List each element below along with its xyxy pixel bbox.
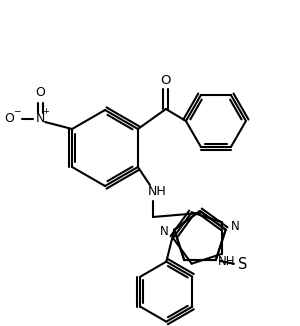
Text: O: O	[35, 86, 45, 99]
Text: +: +	[43, 108, 50, 116]
Text: S: S	[238, 257, 248, 272]
Text: O: O	[4, 112, 14, 126]
Text: −: −	[13, 107, 21, 115]
Text: N: N	[231, 220, 240, 233]
Text: NH: NH	[218, 255, 236, 268]
Text: NH: NH	[148, 185, 166, 198]
Text: O: O	[161, 75, 171, 87]
Text: N: N	[35, 112, 45, 126]
Text: N: N	[160, 225, 169, 238]
